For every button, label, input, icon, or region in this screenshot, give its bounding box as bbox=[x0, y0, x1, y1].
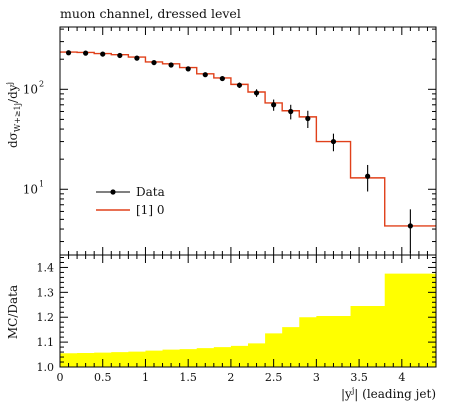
main-plot-frame bbox=[59, 26, 437, 256]
y-tick-label: 10 bbox=[23, 182, 38, 196]
y-tick-label-exponent: 1 bbox=[39, 179, 44, 188]
data-point bbox=[288, 108, 294, 115]
y-tick-label-exponent: 2 bbox=[39, 79, 44, 88]
data-point bbox=[305, 115, 311, 122]
x-tick-label: 4 bbox=[398, 371, 405, 384]
y-tick-label: 1.4 bbox=[37, 261, 55, 274]
data-point bbox=[219, 75, 225, 82]
mc-step-line bbox=[60, 51, 436, 227]
x-tick-label: 3 bbox=[313, 371, 320, 384]
chart-title: muon channel, dressed level bbox=[60, 6, 241, 21]
data-point bbox=[151, 59, 157, 66]
y-tick-label: 1.1 bbox=[37, 336, 55, 349]
x-tick-labels: 0 0.5 1 1.5 2 2.5 3 3.5 4 bbox=[57, 371, 406, 384]
x-tick-label: 0 bbox=[57, 371, 64, 384]
data-point bbox=[100, 51, 106, 57]
legend-mc-label: [1] 0 bbox=[136, 203, 164, 217]
data-point bbox=[365, 173, 371, 179]
main-plot-ticks bbox=[59, 27, 437, 255]
ratio-plot-frame bbox=[59, 254, 437, 368]
data-point bbox=[236, 82, 243, 88]
y-tick-label: 1.2 bbox=[37, 311, 55, 324]
y-tick-label: 1.3 bbox=[37, 286, 55, 299]
main-plot-y-axis-label: dσW+≥1j/dyj bbox=[5, 82, 22, 148]
data-point bbox=[117, 52, 123, 59]
ratio-uncertainty-band bbox=[60, 273, 436, 367]
ratio-plot-y-axis-label: MC/Data bbox=[6, 285, 20, 339]
x-tick-label: 0.5 bbox=[94, 371, 112, 384]
data-point bbox=[185, 66, 191, 72]
ratio-plot-y-tick-labels: 1.0 1.1 1.2 1.3 1.4 bbox=[37, 261, 55, 374]
data-point bbox=[330, 138, 337, 145]
legend-data-marker bbox=[110, 189, 116, 195]
data-point bbox=[168, 62, 174, 68]
x-tick-label: 2 bbox=[227, 371, 234, 384]
data-point bbox=[134, 55, 140, 61]
x-tick-label: 1 bbox=[142, 371, 149, 384]
x-tick-label: 3.5 bbox=[350, 371, 368, 384]
y-tick-label: 10 bbox=[23, 82, 38, 96]
ratio-plot-ticks bbox=[59, 255, 437, 368]
legend-data-label: Data bbox=[136, 185, 165, 199]
main-plot-series bbox=[60, 50, 436, 254]
data-point bbox=[65, 50, 72, 56]
ratio-band bbox=[60, 273, 436, 367]
data-point bbox=[202, 72, 208, 78]
data-point bbox=[253, 90, 260, 96]
data-point bbox=[83, 50, 89, 56]
ratio-plot-panel: 1.0 1.1 1.2 1.3 1.4 0 0.5 1 1.5 2 2.5 3 3.5 4 MC/Dat… bbox=[6, 254, 437, 401]
legend: Data [1] 0 bbox=[96, 185, 165, 217]
data-point bbox=[271, 102, 277, 108]
y-tick-label: 1.0 bbox=[37, 361, 55, 374]
x-tick-label: 1.5 bbox=[179, 371, 197, 384]
x-tick-label: 2.5 bbox=[265, 371, 283, 384]
x-axis-label: |yj| (leading jet) bbox=[341, 386, 436, 401]
data-point bbox=[407, 223, 413, 229]
